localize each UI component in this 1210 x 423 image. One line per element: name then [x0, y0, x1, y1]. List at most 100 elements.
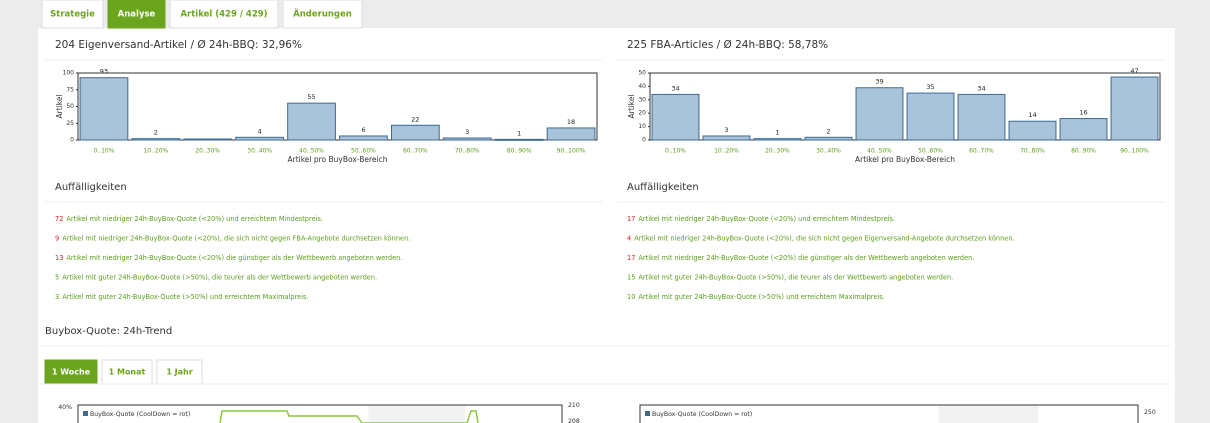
bar — [1110, 76, 1159, 141]
trend-frame — [639, 404, 1139, 423]
bar-value-label: 18 — [567, 118, 575, 126]
x-tick-label: 60..70% — [403, 148, 428, 155]
tab-label[interactable]: Änderungen — [293, 9, 352, 20]
note-text: Artikel mit guter 24h-BuyBox-Quote (>50%… — [62, 293, 308, 301]
note-count: 10 — [627, 293, 635, 301]
bar-value-label: 47 — [1130, 67, 1138, 75]
bar-value-label: 6 — [361, 126, 365, 134]
tab-label[interactable]: Analyse — [118, 10, 156, 20]
x-tick-label: 10..20% — [714, 148, 739, 155]
bar — [1008, 120, 1057, 141]
tab[interactable] — [107, 0, 166, 29]
x-tick-label: 50..60% — [918, 148, 943, 155]
bar-value-label: 16 — [1079, 109, 1087, 117]
note: 4 Artikel mit niedriger 24h-BuyBox-Quote … — [627, 235, 1015, 243]
bar — [906, 92, 955, 141]
y-axis-title: Artikel — [55, 94, 64, 118]
trend-tab-label[interactable]: 1 Monat — [109, 368, 146, 377]
bar — [1059, 118, 1108, 141]
bar-value-label: 2 — [154, 129, 158, 137]
content-panel — [38, 28, 1175, 423]
y-tick-label: 25 — [66, 120, 74, 127]
trend-band — [368, 405, 466, 423]
y-tick-label: 20 — [638, 110, 646, 117]
trend-title: Buybox-Quote: 24h-Trend — [45, 326, 172, 337]
bar — [339, 135, 388, 141]
plot-frame — [77, 72, 598, 141]
note-text: Artikel mit guter 24h-BuyBox-Quote (>50%… — [638, 274, 953, 282]
note-text: Artikel mit niedriger 24h-BuyBox-Quote (… — [66, 254, 402, 262]
bar-value-label: 2 — [826, 127, 830, 135]
note: 72 Artikel mit niedriger 24h-BuyBox-Quote… — [55, 215, 323, 223]
trend-tab[interactable] — [156, 359, 203, 385]
bar-value-label: 1 — [775, 129, 779, 137]
bar — [390, 124, 440, 141]
note-text: Artikel mit guter 24h-BuyBox-Quote (>50%… — [638, 293, 884, 301]
x-tick-label: 60..70% — [969, 148, 994, 155]
bar — [546, 127, 596, 141]
bar-value-label: 3 — [465, 128, 469, 136]
bar — [494, 138, 544, 141]
trend-y-label: 40% — [58, 404, 72, 411]
bar — [651, 93, 700, 141]
bar-value-label: 14 — [1028, 111, 1036, 119]
tab-label[interactable]: Strategie — [50, 10, 95, 20]
bar — [702, 135, 751, 141]
note-text: Artikel mit niedriger 24h-BuyBox-Quote (… — [66, 215, 323, 223]
bar — [804, 136, 853, 141]
panel-title: 204 Eigenversand-Artikel / Ø 24h-BBQ: 32… — [55, 39, 302, 51]
x-tick-label: 30..40% — [247, 148, 272, 155]
note-count: 9 — [55, 235, 59, 243]
note: 10 Artikel mit guter 24h-BuyBox-Quote (>5… — [627, 293, 885, 301]
note: 3 Artikel mit guter 24h-BuyBox-Quote (>50… — [55, 293, 309, 301]
x-tick-label: 80..90% — [1071, 148, 1096, 155]
y-tick-label: 75 — [66, 86, 74, 93]
note-text: Artikel mit niedriger 24h-BuyBox-Quote (… — [638, 254, 974, 262]
note-count: 3 — [55, 293, 59, 301]
y-tick-label: 30 — [638, 96, 646, 103]
x-tick-label: 40..50% — [299, 148, 324, 155]
bar-value-label: 93 — [100, 68, 108, 76]
x-tick-label: 80..90% — [507, 148, 532, 155]
trend-tab[interactable] — [101, 359, 153, 385]
x-tick-label: 0..10% — [93, 148, 114, 155]
note: 17 Artikel mit niedriger 24h-BuyBox-Quote… — [627, 215, 895, 223]
x-tick-label: 20..30% — [765, 148, 790, 155]
tab[interactable] — [169, 0, 279, 29]
bar — [442, 137, 492, 141]
bar — [957, 93, 1006, 141]
trend-band — [938, 405, 1039, 423]
x-tick-label: 30..40% — [816, 148, 841, 155]
note: 13 Artikel mit niedriger 24h-BuyBox-Quote… — [55, 254, 402, 262]
bar — [183, 138, 233, 141]
trend-tab-label[interactable]: 1 Jahr — [166, 368, 192, 377]
tab[interactable] — [41, 0, 104, 29]
note: 5 Artikel mit guter 24h-BuyBox-Quote (>50… — [55, 274, 377, 282]
note-count: 4 — [627, 235, 631, 243]
x-tick-label: 90..100% — [1120, 148, 1149, 155]
notes-title: Auffälligkeiten — [627, 182, 699, 193]
trend-y2-label: 208 — [568, 418, 580, 423]
note-count: 15 — [627, 274, 635, 282]
x-tick-label: 0..10% — [665, 148, 686, 155]
y-tick-label: 0 — [642, 137, 646, 144]
note-count: 72 — [55, 215, 63, 223]
bar-value-label: 1 — [517, 129, 521, 137]
panel-title: 225 FBA-Articles / Ø 24h-BBQ: 58,78% — [627, 39, 828, 51]
x-tick-label: 20..30% — [195, 148, 220, 155]
tab-label[interactable]: Artikel (429 / 429) — [180, 10, 267, 20]
bar-value-label: 39 — [875, 78, 883, 86]
bar-value-label: 4 — [258, 127, 262, 135]
legend-label: BuyBox-Quote (CoolDown = rot) — [652, 411, 752, 418]
bar-value-label: 34 — [977, 84, 985, 92]
y-tick-label: 50 — [638, 70, 646, 77]
tab[interactable] — [282, 0, 363, 29]
legend-label: BuyBox-Quote (CoolDown = rot) — [90, 411, 190, 418]
trend-tab-label[interactable]: 1 Woche — [52, 368, 91, 377]
x-tick-label: 40..50% — [867, 148, 892, 155]
bar-value-label: 22 — [411, 115, 419, 123]
note-count: 5 — [55, 274, 59, 282]
notes-title: Auffälligkeiten — [55, 182, 127, 193]
bar-value-label: 34 — [671, 84, 679, 92]
